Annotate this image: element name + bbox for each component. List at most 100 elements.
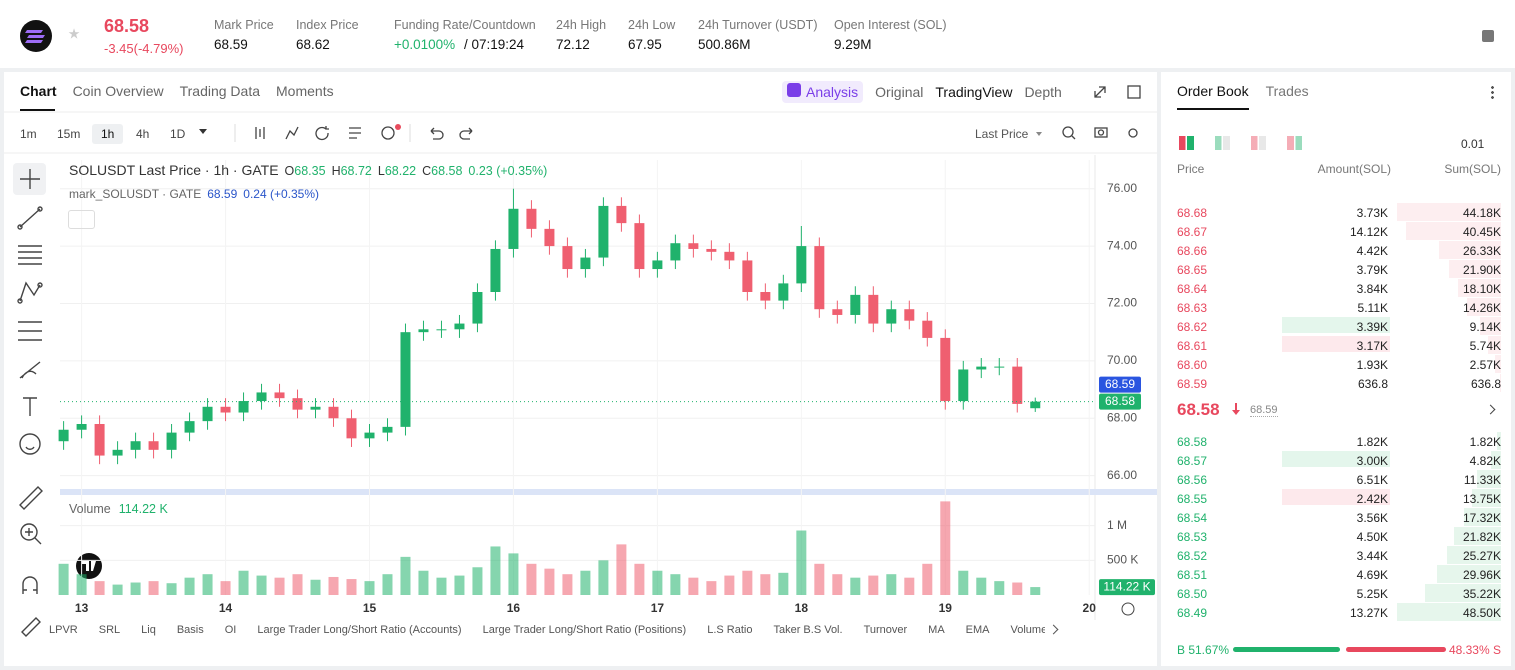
indicator-tab[interactable]: MA [928,624,945,636]
stat-value: 500.86M [698,37,751,52]
ob-tab[interactable]: Trades [1265,83,1309,99]
caret[interactable] [199,129,207,138]
toolbar-icons[interactable] [255,85,1141,141]
interval[interactable]: 4h [136,127,150,141]
ob-amount: 3.17K [1356,339,1388,353]
ob-sum: 21.82K [1462,530,1501,544]
drawing-tools[interactable] [17,169,43,637]
price-type[interactable]: Last Price [975,127,1029,141]
indicator-tab[interactable]: Liq [141,624,156,636]
ohlc-key: O [284,164,295,178]
tab[interactable]: Coin Overview [72,83,164,99]
candle-body [76,424,87,430]
view-tab[interactable]: Depth [1024,84,1062,100]
indicator-tab[interactable]: SRL [98,624,121,636]
tab[interactable]: Moments [276,83,334,99]
indicator-tab[interactable]: Volume [1010,624,1045,636]
candle-body [760,292,771,301]
volume-bar [508,553,519,595]
ob-amount: 636.8 [1357,377,1388,391]
amount-highlight [1282,489,1390,505]
precision[interactable]: 0.01 [1461,137,1485,151]
view-tab[interactable]: TradingView [935,84,1013,100]
view-tab[interactable]: Analysis [782,81,864,103]
indicator-tab[interactable]: Turnover [863,624,908,636]
candle-body [634,223,645,270]
indicator-tab[interactable]: Large Trader Long/Short Ratio (Accounts) [257,624,462,636]
interval[interactable]: 1m [20,127,37,141]
indicator-tab[interactable]: L.S Ratio [707,624,753,636]
volume-bar [202,574,213,595]
depth-bar [1476,470,1501,488]
collapse-button[interactable] [68,210,95,229]
candle-body [976,366,987,370]
pane-separator [60,489,1157,495]
mark-value: 68.59 [207,187,238,201]
ob-sum: 35.22K [1462,587,1501,601]
volume-bar [328,576,339,595]
ob-amount: 3.84K [1356,282,1388,296]
candle-body [310,406,321,410]
interval[interactable]: 1D [170,127,186,141]
candle-body [220,406,231,413]
favorite-star[interactable]: ★ [68,26,81,42]
indicator-tab[interactable]: Large Trader Long/Short Ratio (Positions… [482,624,687,636]
volume-bar [58,563,69,595]
ob-sum: 11.33K [1463,473,1501,487]
volume-bar [760,574,771,595]
ob-amount: 5.25K [1356,587,1388,601]
volume-bar [868,575,879,595]
views: Analysis Original TradingView Depth [782,81,1062,103]
x-tick-label: 16 [507,601,521,615]
volume-tick-label: 1 M [1107,518,1127,532]
legend: SOLUSDT Last Price · 1h · GATE O 68.35 H 68.… [69,162,547,178]
ob-sum: 13.75K [1462,492,1501,506]
candle-body [454,323,465,330]
candle-body [616,205,627,224]
candle-body [436,329,447,331]
depth-bar [1479,317,1501,335]
ob-view-icon[interactable] [1179,136,1194,150]
candle-body [850,294,861,315]
volume-bar [850,577,861,595]
candle-body [922,320,933,338]
interval[interactable]: 1h [92,124,124,144]
ob-price: 68.57 [1177,454,1208,468]
tab[interactable]: Chart [20,83,57,99]
tab[interactable]: Trading Data [179,83,261,99]
ob-tab[interactable]: Order Book [1177,83,1249,110]
candle-body [256,392,267,402]
ohlc-item: H 68.72 [332,164,372,178]
indicator-tab[interactable]: Basis [176,624,204,636]
settings-icon[interactable] [1121,602,1135,616]
volume-badge-label: 114.22 K [1103,579,1150,593]
y-tick-label: 66.00 [1107,468,1137,482]
indicator-tab[interactable]: LPVR [49,624,78,636]
menu-icon[interactable] [1482,30,1494,42]
caret[interactable] [1036,132,1042,139]
ob-price: 68.68 [1177,206,1208,220]
candle-body [274,392,285,399]
indicator-tab[interactable]: Taker B.S Vol. [773,624,843,636]
more-icon[interactable] [1491,85,1494,100]
indicator-tab[interactable]: OI [224,624,237,636]
candle-body [1012,366,1023,404]
ob-view-icon[interactable] [1215,136,1230,150]
ob-view-icon[interactable] [1287,136,1302,150]
ob-view-icon[interactable] [1251,136,1266,150]
ob-amount: 4.69K [1356,568,1388,582]
candle-body [202,406,213,422]
interval[interactable]: 15m [57,127,81,141]
stat-value: 68.62 [296,37,330,52]
ob-amount: 14.12K [1349,225,1388,239]
indicator-tab[interactable]: EMA [965,624,990,636]
candle-body [868,294,879,324]
ohlc-key: L [377,164,385,178]
volume-bar [1030,587,1041,595]
ohlc-key: C [422,164,432,178]
stat-value: 9.29M [834,37,872,52]
view-tab[interactable]: Original [875,84,924,100]
mark-price-label: 68.59 [1105,377,1135,391]
candle-body [526,208,537,229]
amount-highlight [1282,336,1390,352]
